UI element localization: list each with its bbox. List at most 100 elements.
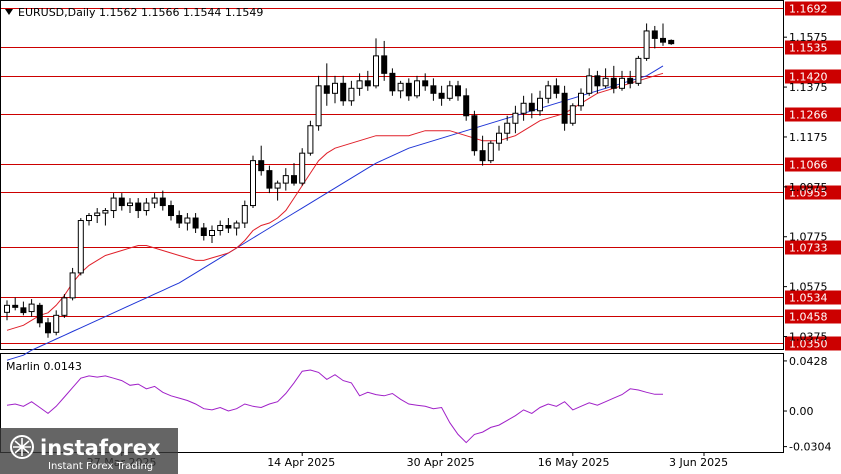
candle[interactable]: [233, 220, 240, 236]
candle[interactable]: [520, 95, 527, 121]
candle[interactable]: [504, 115, 511, 141]
candle[interactable]: [4, 300, 10, 321]
candle[interactable]: [545, 80, 552, 104]
candle[interactable]: [28, 299, 35, 317]
candle[interactable]: [102, 208, 109, 226]
level-label: 1.1066: [789, 159, 828, 172]
candle[interactable]: [627, 70, 634, 89]
candle[interactable]: [20, 301, 27, 316]
level-tag: [785, 309, 841, 324]
candle[interactable]: [414, 75, 420, 99]
level-tag: [785, 1, 841, 16]
candle[interactable]: [209, 225, 215, 243]
candle[interactable]: [307, 120, 314, 156]
candle[interactable]: [348, 80, 355, 106]
ma-slow-line[interactable]: [6, 65, 664, 361]
candle[interactable]: [274, 180, 281, 201]
candle[interactable]: [159, 190, 166, 211]
candle[interactable]: [389, 68, 396, 96]
candle[interactable]: [397, 80, 404, 99]
level-tag: [785, 107, 841, 122]
candle[interactable]: [168, 200, 174, 221]
candle[interactable]: [184, 213, 191, 231]
candle[interactable]: [619, 70, 625, 91]
candle[interactable]: [479, 135, 486, 166]
candle[interactable]: [569, 103, 576, 126]
candle[interactable]: [36, 302, 43, 328]
candle[interactable]: [373, 38, 379, 89]
candle[interactable]: [578, 88, 584, 111]
price-tick-label: 1.1175: [789, 131, 828, 144]
candle[interactable]: [69, 267, 76, 301]
triangle-down-icon[interactable]: [5, 9, 13, 15]
candle[interactable]: [291, 163, 297, 186]
level-label: 1.0458: [789, 311, 828, 324]
candle[interactable]: [643, 23, 650, 61]
candle[interactable]: [266, 165, 273, 194]
candle[interactable]: [602, 68, 609, 89]
candle[interactable]: [176, 210, 183, 229]
candle[interactable]: [340, 75, 347, 106]
candle[interactable]: [586, 68, 593, 96]
candle[interactable]: [110, 193, 117, 219]
candle[interactable]: [61, 294, 68, 318]
candle[interactable]: [364, 70, 371, 91]
candle[interactable]: [651, 25, 658, 49]
candle[interactable]: [241, 200, 248, 229]
candle[interactable]: [12, 297, 19, 311]
level-tag: [785, 40, 841, 55]
candle[interactable]: [118, 193, 125, 211]
candle[interactable]: [610, 65, 617, 94]
price-panel[interactable]: [0, 0, 784, 350]
ma-fast-line[interactable]: [6, 72, 664, 331]
candle[interactable]: [561, 85, 568, 131]
candle[interactable]: [151, 193, 158, 209]
candle[interactable]: [299, 148, 306, 186]
candle[interactable]: [463, 88, 470, 121]
candle[interactable]: [250, 155, 256, 209]
candle[interactable]: [127, 198, 133, 214]
candle[interactable]: [455, 80, 461, 101]
candle[interactable]: [192, 213, 199, 234]
candle[interactable]: [528, 93, 535, 119]
level-label: 1.1692: [789, 3, 828, 16]
candle[interactable]: [668, 39, 675, 45]
level-label: 1.1266: [789, 109, 828, 122]
candle[interactable]: [282, 168, 289, 191]
candle[interactable]: [77, 218, 84, 276]
candle[interactable]: [143, 198, 150, 216]
candle[interactable]: [405, 78, 412, 101]
candle[interactable]: [45, 317, 51, 338]
candle[interactable]: [94, 208, 101, 224]
candle[interactable]: [258, 145, 265, 176]
candle[interactable]: [496, 125, 502, 151]
marlin-line[interactable]: [6, 369, 663, 444]
candle[interactable]: [438, 85, 445, 106]
candle[interactable]: [53, 310, 60, 336]
candle[interactable]: [332, 75, 338, 104]
candle[interactable]: [323, 63, 330, 106]
candles: [4, 23, 675, 338]
level-tag: [785, 185, 841, 200]
candle[interactable]: [537, 90, 543, 116]
candle[interactable]: [635, 55, 642, 86]
candle[interactable]: [553, 78, 560, 99]
candle[interactable]: [315, 75, 322, 131]
candle[interactable]: [86, 213, 92, 226]
price-tick-label: 1.0975: [789, 181, 828, 194]
candle[interactable]: [487, 140, 494, 164]
level-tag: [785, 336, 841, 351]
candle[interactable]: [381, 40, 388, 81]
candle[interactable]: [422, 73, 429, 91]
candle[interactable]: [512, 105, 519, 134]
candle[interactable]: [225, 218, 232, 234]
candle[interactable]: [471, 110, 478, 156]
candle[interactable]: [135, 198, 142, 219]
candle[interactable]: [430, 78, 437, 101]
candle[interactable]: [594, 70, 601, 94]
candle[interactable]: [217, 220, 224, 236]
candle[interactable]: [446, 80, 453, 101]
candle[interactable]: [356, 73, 363, 96]
candle[interactable]: [200, 223, 207, 241]
candle[interactable]: [660, 23, 666, 46]
